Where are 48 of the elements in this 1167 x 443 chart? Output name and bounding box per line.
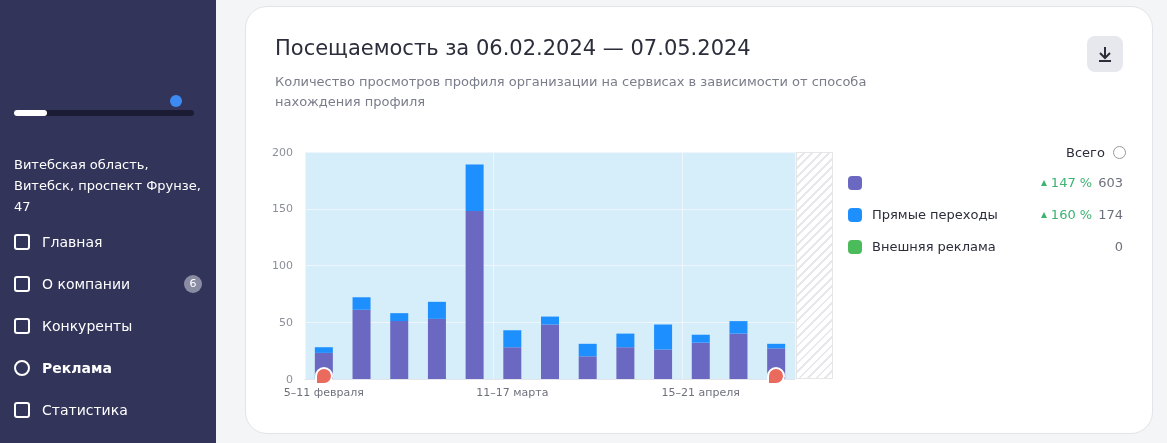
- bar: [578, 343, 597, 357]
- bar: [691, 334, 710, 343]
- bar: [541, 324, 559, 379]
- chart-title: Посещаемость за 06.02.2024 — 07.05.2024: [275, 36, 751, 60]
- text: 0: [1114, 239, 1123, 254]
- bar: [691, 342, 710, 379]
- y-tick-label: 50: [279, 315, 293, 329]
- bar: [427, 318, 446, 379]
- bar: [616, 333, 635, 348]
- text: Витебская область, Витебск, проспект Фрунзе, 47: [14, 156, 202, 216]
- bar: [390, 313, 409, 322]
- bar: [503, 347, 522, 379]
- bar: [729, 333, 748, 379]
- bar: [465, 164, 484, 212]
- bar: [654, 324, 673, 350]
- chart-subtitle: Количество просмотров профиля организации на сервисах в зависимости от способа нахождения профиля: [275, 73, 868, 111]
- bar: [578, 356, 597, 379]
- bar: [465, 211, 484, 379]
- text: Главная: [42, 234, 103, 250]
- bar: [352, 297, 371, 310]
- text: 160 %: [1050, 207, 1093, 222]
- bar: [616, 347, 635, 379]
- text: Реклама: [42, 360, 112, 376]
- text: 603: [1098, 175, 1123, 190]
- text: 147 %: [1050, 175, 1093, 190]
- bar: [390, 321, 409, 379]
- x-tick-label: 11–17 марта: [476, 386, 549, 399]
- bar: [541, 316, 559, 325]
- text: Всего: [1066, 145, 1105, 160]
- bar: [352, 309, 371, 379]
- text: Статистика: [42, 402, 128, 418]
- y-tick-label: 100: [272, 259, 293, 272]
- bar: [654, 349, 673, 379]
- y-tick-label: 200: [272, 145, 293, 159]
- x-tick-label: 5–11 февраля: [283, 386, 364, 399]
- bar: [503, 330, 522, 348]
- text: 174: [1098, 207, 1123, 222]
- text: 6: [184, 275, 202, 293]
- text: О компании: [42, 276, 131, 292]
- x-tick-label: 15–21 апреля: [661, 386, 740, 399]
- y-tick-label: 0: [286, 372, 293, 386]
- bar: [427, 301, 446, 319]
- text: Конкуренты: [42, 318, 133, 334]
- bar: [729, 321, 748, 334]
- bar: [314, 347, 333, 353]
- legend-label: Прямые переходы: [872, 207, 999, 222]
- y-tick-label: 150: [272, 202, 293, 216]
- legend-label: Внешняя реклама: [872, 239, 997, 254]
